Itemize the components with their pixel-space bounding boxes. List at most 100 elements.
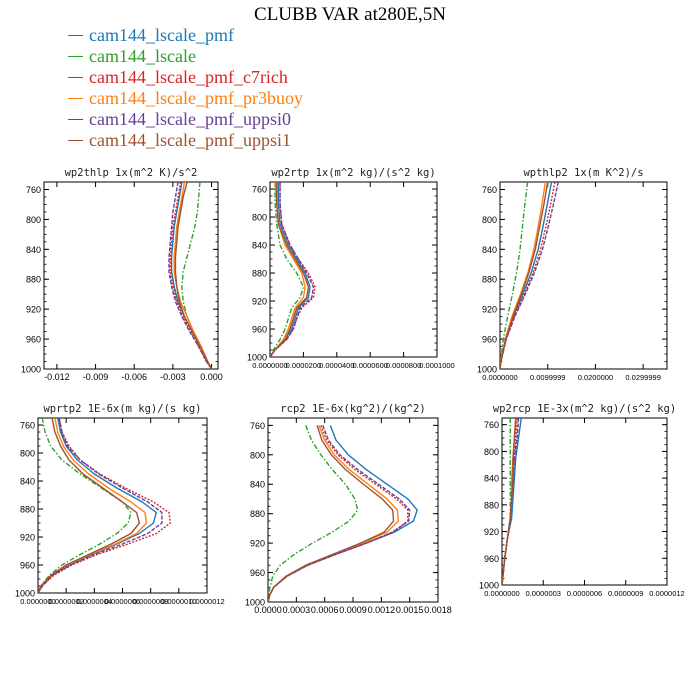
y-tick-label: 1000 [245,598,265,608]
x-tick-label: 0.0000006 [567,589,602,598]
y-tick-label: 1000 [247,353,267,363]
x-tick-label: -0.012 [44,372,70,382]
x-tick-label: 0.0000006 [105,597,140,606]
y-tick-label: 800 [20,449,35,459]
y-tick-label: 960 [250,568,265,578]
series-line [168,182,213,369]
y-tick-label: 800 [252,213,267,223]
y-tick-label: 800 [250,450,265,460]
y-tick-label: 760 [484,420,499,430]
y-tick-label: 1000 [15,589,35,599]
panel-title: wpthlp2 1x(m K^2)/s [523,167,643,179]
series-line [268,425,411,602]
x-tick-label: 0.0015 [396,605,424,615]
y-tick-label: 1000 [479,581,499,591]
x-tick-label: 0.000 [200,372,223,382]
series-line [173,182,213,369]
panel: wp2rcp 1E-3x(m^2 kg)/(s^2 kg) 760 800 840 88… [479,403,685,598]
x-tick-label: 0.0012 [368,605,396,615]
legend-swatch [68,34,83,36]
x-tick-label: 0.0000000 [484,589,519,598]
panel-title: rcp2 1E-6x(kg^2)/(kg^2) [280,403,425,415]
x-tick-label: 0.0001000 [419,361,454,370]
y-tick-label: 880 [26,275,41,285]
y-tick-label: 960 [482,335,497,345]
y-tick-label: 880 [252,269,267,279]
x-tick-label: 0.0009 [339,605,367,615]
y-tick-label: 760 [252,185,267,195]
x-tick-label: 0.0000012 [649,589,684,598]
series-line [502,418,511,585]
x-tick-label: 0.0000002 [48,597,83,606]
series-line [38,418,172,593]
y-tick-label: 920 [26,305,41,315]
panel-title: wp2thlp 1x(m^2 K)/s^2 [65,167,198,179]
y-tick-label: 880 [250,509,265,519]
legend-swatch [68,139,83,141]
y-tick-label: 880 [20,505,35,515]
y-tick-label: 840 [20,477,35,487]
x-tick-label: -0.003 [160,372,186,382]
legend-swatch [68,97,83,99]
legend-swatch [68,76,83,78]
x-tick-label: 0.0000008 [133,597,168,606]
x-tick-label: 0.0000400 [319,361,354,370]
series-line [38,418,141,593]
y-tick-label: 920 [20,533,35,543]
series-line [268,425,359,602]
series-line [270,182,310,357]
x-tick-label: 0.0200000 [578,373,613,382]
series-line [38,418,132,593]
y-tick-label: 960 [252,325,267,335]
legend-entry: cam144_lscale_pmf_uppsi0 [68,109,291,129]
panel: wp2thlp 1x(m^2 K)/s^2 760 800 840 880 920 960 1… [21,167,223,382]
y-tick-label: 760 [250,421,265,431]
y-tick-label: 840 [26,245,41,255]
series-line [268,425,418,602]
legend-swatch [68,118,83,120]
y-tick-label: 800 [26,215,41,225]
y-tick-label: 760 [20,421,35,431]
x-tick-label: 0.0006 [311,605,339,615]
x-tick-label: -0.009 [83,372,109,382]
x-tick-label: 0.0000000 [252,361,287,370]
x-tick-label: 0.0099999 [530,373,565,382]
x-tick-label: 0.0000010 [161,597,196,606]
legend-label: cam144_lscale_pmf_uppsi1 [89,129,291,150]
y-tick-label: 920 [484,527,499,537]
series-line [500,182,553,369]
series-line [38,418,148,593]
y-tick-label: 880 [482,275,497,285]
panel-title: wp2rtp 1x(m^2 kg)/(s^2 kg) [271,167,435,179]
series-line [270,182,306,357]
y-tick-label: 840 [482,245,497,255]
series-line [38,418,163,593]
legend-swatch [68,55,83,57]
series-line [500,182,529,369]
series-line [500,182,547,369]
panel-title: wp2rcp 1E-3x(m^2 kg)/(s^2 kg) [493,403,676,415]
plot-frame [43,181,219,370]
panel-title: wprtp2 1E-6x(m kg)/(s kg) [43,403,201,415]
x-tick-label: 0.0018 [424,605,452,615]
plot-frame [501,417,668,586]
series-line [181,182,213,369]
y-tick-label: 920 [482,305,497,315]
series-line [500,182,549,369]
series-line [502,418,517,585]
series-line [170,182,213,369]
x-tick-label: 0.0000 [254,605,282,615]
panel: rcp2 1E-6x(kg^2)/(kg^2) 760 800 840 880 920 96… [245,403,452,615]
legend-entry: cam144_lscale [68,46,196,66]
y-tick-label: 760 [482,185,497,195]
y-tick-label: 920 [250,539,265,549]
x-tick-label: 0.0000800 [386,361,421,370]
legend-label: cam144_lscale_pmf_pr3buoy [89,87,303,108]
x-tick-label: 0.0299999 [625,373,660,382]
plot-frame [267,417,439,603]
legend-label: cam144_lscale [89,45,196,66]
y-tick-label: 1000 [21,365,41,375]
y-tick-label: 960 [26,335,41,345]
